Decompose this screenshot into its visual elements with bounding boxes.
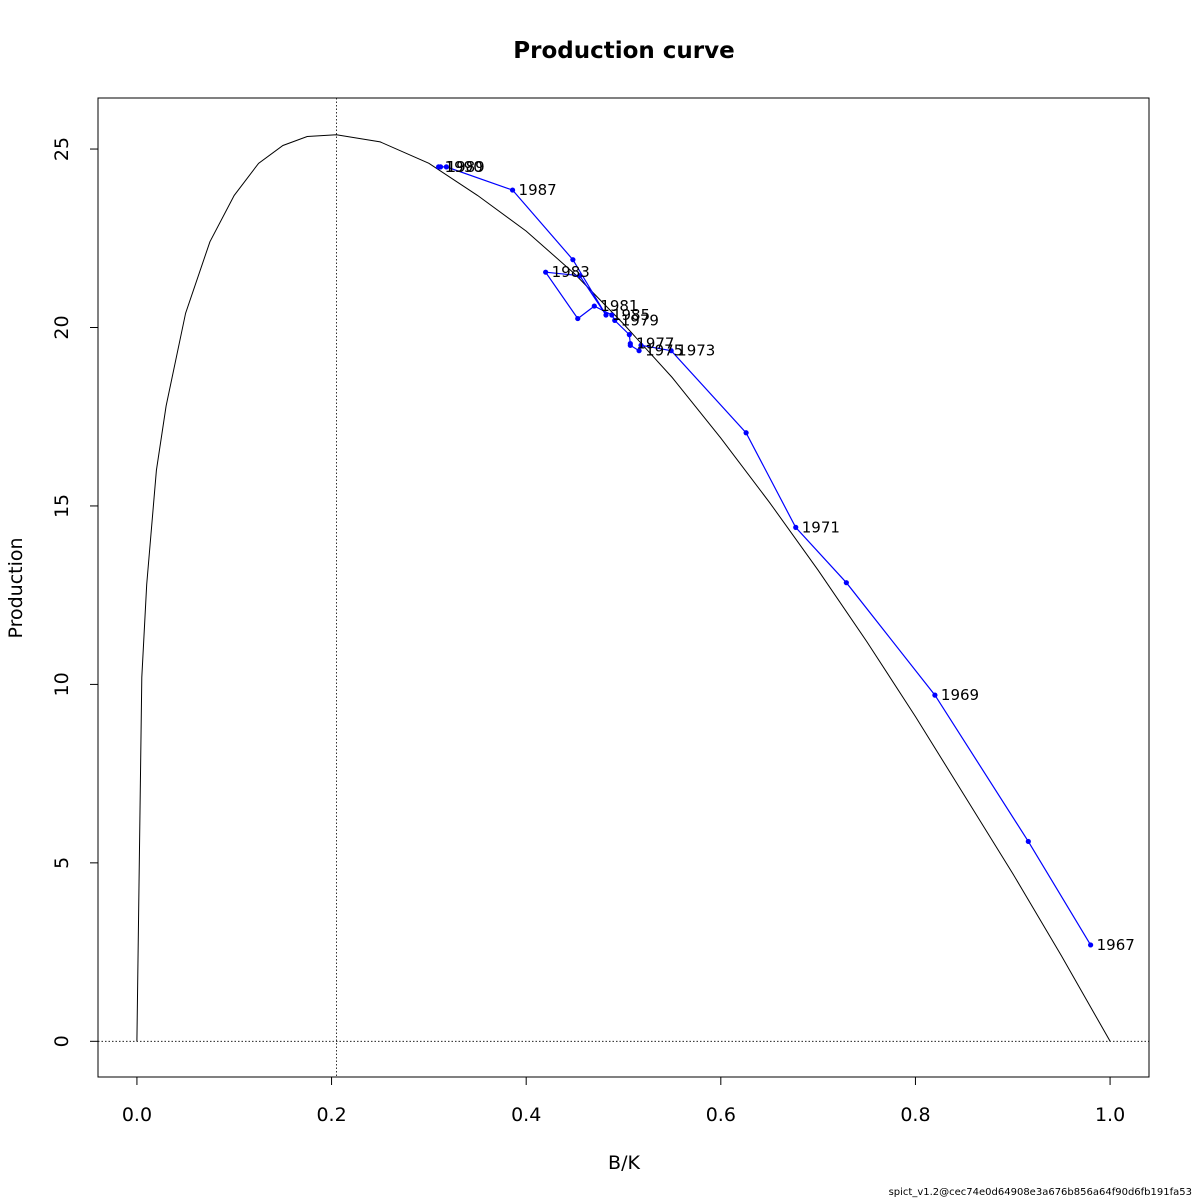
year-label: 1989 — [447, 158, 485, 176]
trajectory-point — [436, 164, 442, 170]
x-tick-label: 0.2 — [316, 1104, 346, 1126]
trajectory-point — [843, 580, 849, 586]
trajectory-point — [543, 269, 549, 275]
trajectory-point — [636, 348, 642, 354]
trajectory-point — [603, 312, 609, 318]
x-tick-label: 0.0 — [122, 1104, 152, 1126]
year-label: 1967 — [1097, 936, 1135, 954]
trajectory-point — [793, 524, 799, 530]
x-tick-label: 0.8 — [900, 1104, 930, 1126]
x-axis-label: B/K — [608, 1152, 640, 1174]
trajectory-point — [932, 692, 938, 698]
x-tick-label: 1.0 — [1095, 1104, 1125, 1126]
trajectory-point — [570, 257, 576, 263]
year-label: 1977 — [636, 335, 674, 353]
y-tick-label: 20 — [51, 315, 73, 339]
year-label: 1985 — [612, 306, 650, 324]
year-label: 1979 — [621, 311, 659, 329]
production-curve-line — [136, 134, 1111, 1042]
year-label: 1987 — [519, 181, 557, 199]
reference-lines — [98, 98, 1149, 1077]
chart-title: Production curve — [513, 38, 734, 64]
year-label: 1975 — [645, 342, 683, 360]
y-axis-label: Production — [5, 537, 27, 638]
x-axis: 0.0 0.2 0.4 0.6 0.8 1.0 — [122, 1077, 1125, 1126]
y-tick-label: 10 — [51, 672, 73, 696]
trajectory-point — [443, 164, 449, 170]
year-label: 1973 — [677, 342, 715, 360]
version-footer: spict_v1.2@cec74e0d64908e3a676b856a64f90… — [888, 1187, 1192, 1198]
trajectory-point — [743, 430, 749, 436]
plot-frame — [97, 97, 1150, 1078]
trajectory-point — [627, 340, 633, 347]
trajectory-point — [1088, 942, 1094, 948]
trajectory-point — [668, 348, 674, 354]
y-tick-label: 5 — [51, 857, 73, 869]
y-tick-label: 15 — [51, 494, 73, 518]
year-label: 1983 — [552, 263, 590, 281]
year-label: 1969 — [941, 686, 979, 704]
year-label: 1990 — [445, 158, 483, 176]
trajectory-point — [609, 312, 615, 318]
trajectory-point — [612, 317, 618, 323]
trajectory-point — [626, 332, 632, 338]
year-label: 1981 — [600, 297, 638, 315]
trajectory-point — [575, 315, 581, 322]
trajectory-point — [591, 303, 597, 309]
trajectory-point — [509, 187, 516, 193]
y-tick-label: 25 — [51, 137, 73, 161]
trajectory-points — [436, 164, 1094, 948]
trajectory-point — [1025, 838, 1031, 845]
trajectory-point — [638, 342, 644, 348]
x-tick-label: 0.6 — [706, 1104, 736, 1126]
y-tick-label: 0 — [51, 1035, 73, 1047]
year-label: 1971 — [802, 518, 840, 536]
trajectory-point — [577, 273, 583, 279]
trajectory-line — [438, 166, 1092, 946]
x-tick-label: 0.4 — [511, 1104, 541, 1126]
y-axis: 0 5 10 15 20 25 — [51, 137, 98, 1047]
